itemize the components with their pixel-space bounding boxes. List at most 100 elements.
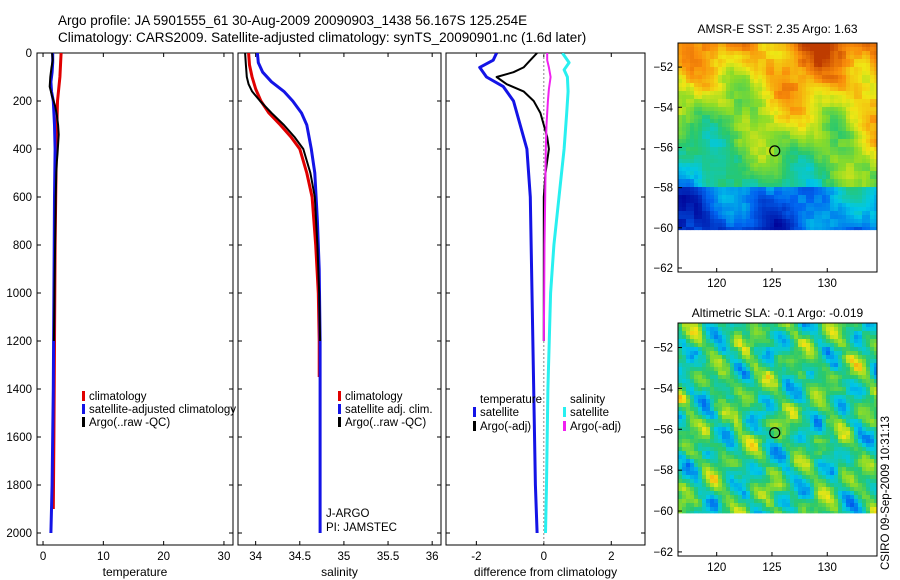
- salinity-panel-series-black-line: [244, 53, 322, 342]
- sst-map-cell: [858, 103, 863, 108]
- sst-map-cell: [734, 203, 739, 208]
- sla-map-cell: [718, 407, 723, 412]
- sla-map-cell: [826, 327, 831, 332]
- sst-map-cell: [870, 155, 875, 160]
- sst-map-cell: [842, 99, 847, 104]
- sst-map-cell: [806, 191, 811, 196]
- sst-map-cell: [694, 75, 699, 80]
- sst-map-cell: [690, 223, 695, 228]
- sla-map-cell: [850, 443, 855, 448]
- sla-map-cell: [778, 395, 783, 400]
- sla-map-cell: [754, 419, 759, 424]
- sla-map-cell: [678, 395, 683, 400]
- sst-map-cell: [746, 155, 751, 160]
- sla-map-cell: [698, 495, 703, 500]
- sla-map-cell: [866, 463, 871, 468]
- sla-map-cell: [782, 375, 787, 380]
- sla-map-cell: [682, 495, 687, 500]
- sla-map-cell: [786, 511, 791, 514]
- sla-map-cell: [818, 511, 823, 514]
- sla-map-cell: [806, 479, 811, 484]
- sla-map-cell: [818, 371, 823, 376]
- sla-map-cell: [782, 355, 787, 360]
- sla-map-cell: [678, 507, 683, 512]
- sst-map-cell: [722, 203, 727, 208]
- sla-map-cell: [734, 335, 739, 340]
- sst-map-cell: [866, 95, 871, 100]
- sla-map-cell: [698, 383, 703, 388]
- sst-map-cell: [810, 83, 815, 88]
- sla-map-cell: [870, 383, 875, 388]
- sst-map-cell: [818, 87, 823, 92]
- sst-map-cell: [802, 159, 807, 164]
- sst-map-cell: [786, 143, 791, 148]
- sst-map-cell: [694, 211, 699, 216]
- sla-map-cell: [774, 419, 779, 424]
- sla-map-cell: [874, 395, 878, 400]
- sst-map-cell: [826, 155, 831, 160]
- sla-map-cell: [786, 391, 791, 396]
- sst-map-cell: [746, 159, 751, 164]
- sst-map-cell: [742, 91, 747, 96]
- sst-map-cell: [750, 163, 755, 168]
- sst-map-cell: [786, 55, 791, 60]
- sst-map-cell: [818, 191, 823, 196]
- sla-map-cell: [714, 415, 719, 420]
- sla-map-cell: [826, 455, 831, 460]
- sst-map-cell: [838, 119, 843, 124]
- sla-map-cell: [858, 339, 863, 344]
- sla-map-cell: [810, 495, 815, 500]
- sla-map-cell: [742, 383, 747, 388]
- sst-map-cell: [778, 143, 783, 148]
- sst-map-cell: [850, 143, 855, 148]
- sla-map-cell: [850, 423, 855, 428]
- sst-map-cell: [830, 219, 835, 224]
- sla-map-cell: [838, 359, 843, 364]
- sla-map-cell: [726, 419, 731, 424]
- sst-map-cell: [818, 195, 823, 200]
- sst-map-cell: [682, 127, 687, 132]
- sst-map-cell: [678, 151, 683, 156]
- sla-map-cell: [750, 359, 755, 364]
- sst-map-cell: [774, 115, 779, 120]
- sla-map-cell: [794, 483, 799, 488]
- sst-map-cell: [778, 139, 783, 144]
- sst-map-cell: [854, 71, 859, 76]
- sla-map-cell: [794, 435, 799, 440]
- sst-map-cell: [818, 215, 823, 220]
- sst-map-cell: [682, 115, 687, 120]
- sst-map-cell: [814, 163, 819, 168]
- sst-map-cell: [818, 55, 823, 60]
- sst-map-cell: [822, 227, 827, 231]
- sla-map-cell: [846, 387, 851, 392]
- sst-map-cell: [870, 95, 875, 100]
- sst-map-cell: [714, 75, 719, 80]
- sst-map-cell: [802, 87, 807, 92]
- sla-map-cell: [870, 435, 875, 440]
- sla-map-cell: [870, 443, 875, 448]
- sla-map-cell: [754, 435, 759, 440]
- sst-map-cell: [690, 83, 695, 88]
- sst-map-cell: [834, 207, 839, 212]
- sla-map-cell: [798, 463, 803, 468]
- sla-map-cell: [790, 327, 795, 332]
- sla-map-cell: [726, 463, 731, 468]
- sla-map-cell: [694, 379, 699, 384]
- sla-map-cell: [874, 483, 878, 488]
- sla-map-cell: [738, 459, 743, 464]
- sla-map-cell: [702, 507, 707, 512]
- sla-map-cell: [802, 503, 807, 508]
- sst-map-cell: [822, 47, 827, 52]
- sst-map-cell: [714, 151, 719, 156]
- sst-map-cell: [726, 155, 731, 160]
- sst-map-cell: [686, 43, 691, 48]
- sst-map-cell: [862, 79, 867, 84]
- sla-map-cell: [734, 391, 739, 396]
- sst-map-cell: [758, 223, 763, 228]
- sst-map-cell: [842, 187, 847, 192]
- sst-map-cell: [770, 59, 775, 64]
- sla-map-cell: [874, 427, 878, 432]
- sst-map-cell: [762, 163, 767, 168]
- sla-map-cell: [758, 475, 763, 480]
- sla-map-cell: [722, 455, 727, 460]
